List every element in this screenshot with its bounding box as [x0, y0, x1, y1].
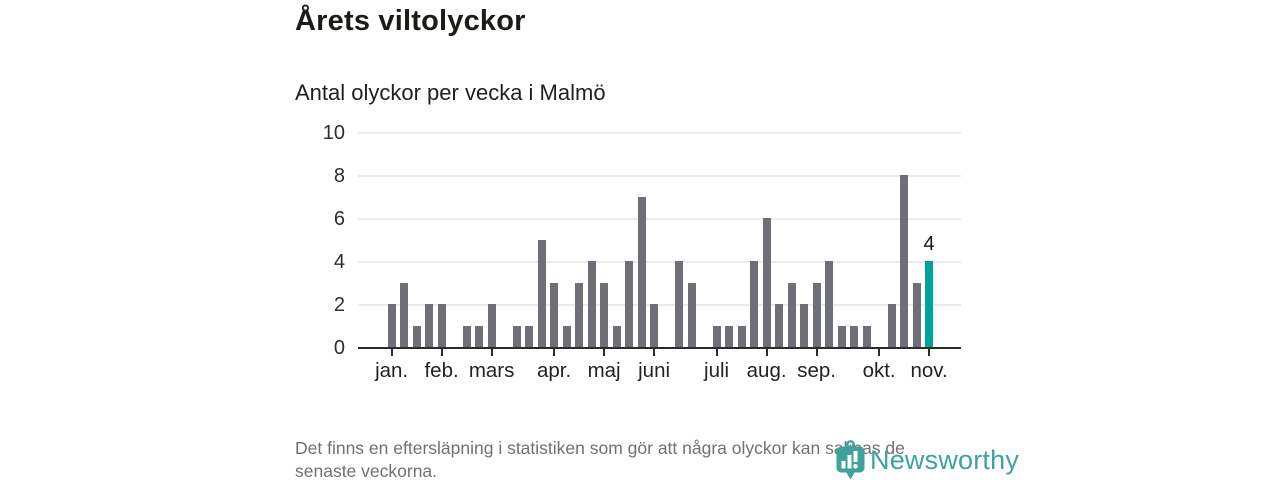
- bar-week-12: [525, 325, 534, 347]
- page-title: Årets viltolyckor: [295, 5, 526, 37]
- bar-week-39: [862, 325, 871, 347]
- y-axis-label-2: 2: [333, 294, 345, 316]
- x-axis-line: [358, 346, 961, 349]
- bar-week-27: [712, 325, 721, 347]
- bar-week-43: [912, 282, 921, 347]
- bar-week-19: [612, 325, 621, 347]
- bar-week-30: [750, 261, 759, 347]
- bar-week-15: [562, 325, 571, 347]
- bar-week-31: [762, 218, 771, 347]
- y-axis-label-0: 0: [333, 337, 345, 359]
- bar-week-13: [537, 239, 546, 347]
- gridline-y-8: [358, 175, 961, 177]
- chart-subtitle: Antal olyckor per vecka i Malmö: [295, 80, 606, 105]
- newsworthy-pin-icon: [836, 440, 865, 480]
- gridline-y-2: [358, 304, 961, 306]
- x-axis-tick-juni: [653, 349, 656, 356]
- x-axis-tick-aug: [765, 349, 768, 356]
- bar-week-9: [487, 304, 496, 347]
- bar-week-18: [600, 282, 609, 347]
- bar-week-36: [825, 261, 834, 347]
- bar-week-3: [412, 325, 421, 347]
- x-axis-tick-juli: [715, 349, 718, 356]
- bar-week-28: [725, 325, 734, 347]
- bar-week-38: [850, 325, 859, 347]
- bar-week-24: [675, 261, 684, 347]
- newsworthy-logo: Newsworthy: [835, 440, 1019, 480]
- x-axis-tick-mars: [490, 349, 493, 356]
- bar-week-33: [787, 282, 796, 347]
- bar-week-29: [737, 325, 746, 347]
- gridline-y-10: [358, 132, 961, 134]
- footer-note-line1: Det finns en eftersläpning i statistiken…: [295, 438, 905, 458]
- x-axis-label-aug: aug.: [746, 359, 787, 382]
- bar-week-44: [925, 261, 934, 347]
- gridline-y-4: [358, 261, 961, 263]
- bar-week-42: [900, 175, 909, 347]
- bar-week-37: [837, 325, 846, 347]
- bar-week-4: [425, 304, 434, 347]
- bar-week-25: [687, 282, 696, 347]
- x-axis-label-nov: nov.: [910, 359, 948, 382]
- x-axis-label-juni: juni: [638, 359, 671, 382]
- bar-week-35: [812, 282, 821, 347]
- bar-week-20: [625, 261, 634, 347]
- gridline-y-6: [358, 218, 961, 220]
- x-axis-label-jan: jan.: [375, 359, 409, 382]
- x-axis-label-mars: mars: [468, 359, 515, 382]
- bar-week-11: [512, 325, 521, 347]
- x-axis-tick-nov: [928, 349, 931, 356]
- bar-week-41: [887, 304, 896, 347]
- x-axis-tick-maj: [603, 349, 606, 356]
- bar-week-32: [775, 304, 784, 347]
- bar-week-8: [475, 325, 484, 347]
- footer-note: Det finns en eftersläpning i statistiken…: [295, 437, 995, 480]
- x-axis-label-juli: juli: [704, 359, 730, 382]
- x-axis-tick-jan: [390, 349, 393, 356]
- bar-week-1: [387, 304, 396, 347]
- bar-week-2: [400, 282, 409, 347]
- bar-week-14: [550, 282, 559, 347]
- y-axis-label-8: 8: [333, 165, 345, 187]
- x-axis-label-sep: sep.: [797, 359, 836, 382]
- bar-week-17: [587, 261, 596, 347]
- x-axis-label-okt: okt.: [862, 359, 896, 382]
- bar-week-5: [437, 304, 446, 347]
- newsworthy-logo-text: Newsworthy: [870, 444, 1020, 475]
- x-axis-tick-apr: [553, 349, 556, 356]
- x-axis-label-maj: maj: [587, 359, 621, 382]
- x-axis-label-apr: apr.: [536, 359, 572, 382]
- highlighted-bar-value-label: 4: [923, 233, 935, 255]
- x-axis-label-feb: feb.: [424, 359, 459, 382]
- bar-week-21: [637, 196, 646, 347]
- footer-note-line2: senaste veckorna.: [295, 461, 438, 480]
- x-axis-tick-feb: [440, 349, 443, 356]
- bar-week-34: [800, 304, 809, 347]
- bar-chart-plot-area: 4: [358, 132, 961, 349]
- x-axis-tick-sep: [815, 349, 818, 356]
- y-axis-label-4: 4: [333, 251, 345, 273]
- y-axis-label-10: 10: [322, 122, 345, 144]
- bar-week-22: [650, 304, 659, 347]
- bar-week-7: [462, 325, 471, 347]
- x-axis-tick-okt: [878, 349, 881, 356]
- bar-week-16: [575, 282, 584, 347]
- y-axis-label-6: 6: [333, 208, 345, 230]
